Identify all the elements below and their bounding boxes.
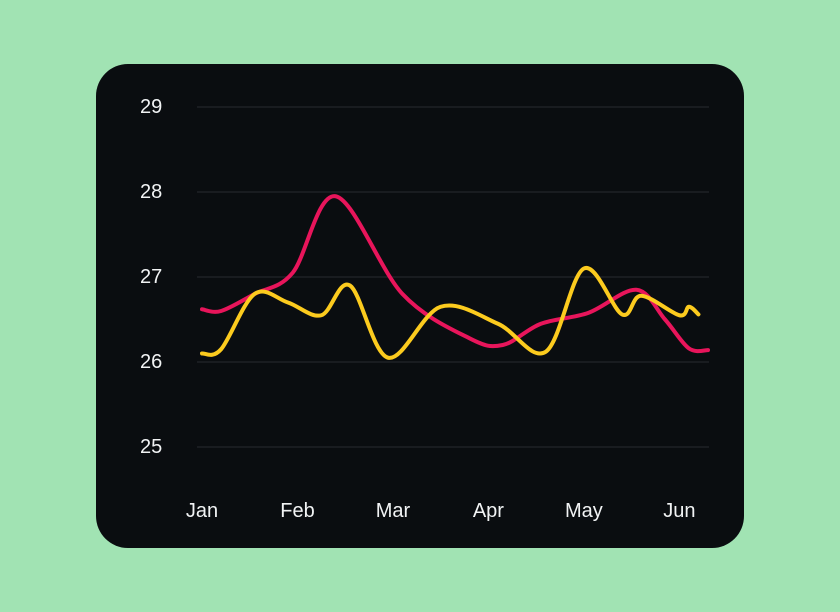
x-tick-label: Jan: [186, 500, 218, 522]
x-tick-label: Apr: [473, 500, 504, 522]
y-tick-label: 28: [140, 181, 162, 203]
series-line-pink: [200, 194, 710, 354]
y-axis-tick-labels: 25 26 27 28 29: [140, 96, 162, 458]
series-lines: [200, 194, 710, 360]
line-chart: 25 26 27 28 29 Jan Feb Mar Apr May Jun: [140, 96, 710, 522]
gridlines: [197, 106, 709, 448]
chart-card: 25 26 27 28 29 Jan Feb Mar Apr May Jun: [96, 64, 744, 548]
x-tick-label: Jun: [663, 500, 695, 522]
y-tick-label: 25: [140, 436, 162, 458]
x-tick-label: Feb: [280, 500, 314, 522]
y-tick-label: 27: [140, 266, 162, 288]
y-tick-label: 29: [140, 96, 162, 118]
y-tick-label: 26: [140, 351, 162, 373]
x-axis-tick-labels: Jan Feb Mar Apr May Jun: [186, 500, 696, 522]
x-tick-label: Mar: [376, 500, 411, 522]
x-tick-label: May: [565, 500, 603, 522]
series-line-yellow: [200, 266, 701, 360]
